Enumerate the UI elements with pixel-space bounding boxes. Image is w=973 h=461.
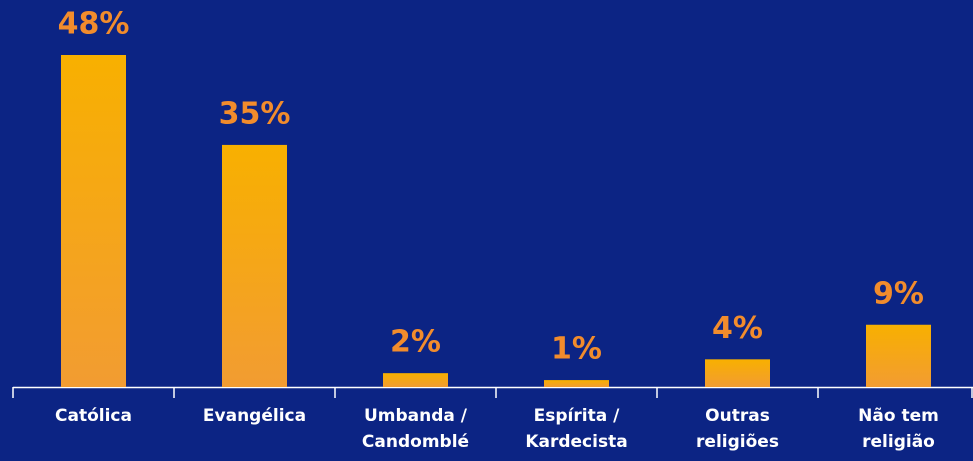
value-label: 4% xyxy=(712,311,763,346)
bar xyxy=(61,55,126,387)
x-tick-label: Outras xyxy=(705,406,770,426)
value-label: 1% xyxy=(551,332,602,367)
value-label: 35% xyxy=(219,96,291,131)
bar xyxy=(222,144,287,387)
x-tick-label: Espírita / xyxy=(534,406,620,426)
bar xyxy=(383,373,448,387)
bar xyxy=(866,324,931,387)
bar xyxy=(705,359,770,387)
value-label: 9% xyxy=(873,276,924,311)
value-label: 2% xyxy=(390,325,441,360)
bar xyxy=(544,380,609,387)
x-tick-label: Kardecista xyxy=(525,432,627,452)
x-tick-label: Não tem xyxy=(858,406,939,426)
x-tick-label: Candomblé xyxy=(362,432,469,452)
x-tick-label: Católica xyxy=(55,406,132,426)
x-tick-label: Evangélica xyxy=(203,406,306,426)
value-label: 48% xyxy=(58,7,130,42)
x-tick-label: Umbanda / xyxy=(364,406,468,426)
x-tick-label: religião xyxy=(862,432,935,452)
x-tick-label: religiões xyxy=(696,432,779,452)
